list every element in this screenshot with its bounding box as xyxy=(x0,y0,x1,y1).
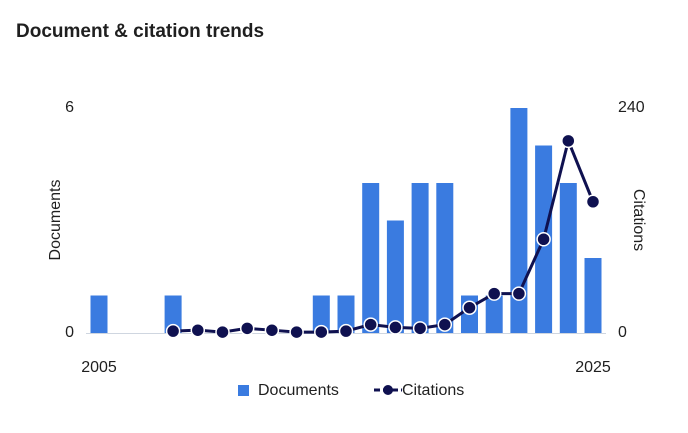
line-point xyxy=(314,324,329,340)
line-point xyxy=(412,321,428,336)
line-point xyxy=(437,317,453,332)
x-tick-label: 2005 xyxy=(81,359,117,376)
bar xyxy=(510,108,528,333)
y2-tick-label: 240 xyxy=(618,99,645,116)
y2-tick-label: 0 xyxy=(618,324,627,341)
legend-swatch-dot xyxy=(383,385,393,395)
line-point xyxy=(363,317,378,332)
legend-swatch xyxy=(238,385,249,396)
line xyxy=(173,135,595,334)
bar xyxy=(485,295,503,333)
x-tick-label: 2025 xyxy=(575,359,611,376)
bar xyxy=(90,295,108,333)
line-point xyxy=(215,324,230,340)
chart-title: Document & citation trends xyxy=(16,21,264,42)
bar xyxy=(164,295,182,333)
bar xyxy=(411,183,429,333)
line-point xyxy=(338,323,354,339)
y2-axis-label: Citations xyxy=(630,189,647,251)
line-point xyxy=(511,286,527,301)
line-point xyxy=(289,324,304,340)
line-point xyxy=(264,322,280,338)
bar xyxy=(584,258,602,333)
line-point xyxy=(486,286,502,301)
legend-label: Documents xyxy=(258,382,339,399)
line-point xyxy=(165,323,181,339)
y-tick-label: 0 xyxy=(65,324,74,341)
line-point xyxy=(536,232,551,247)
line-point xyxy=(239,321,255,336)
legend-label: Citations xyxy=(402,382,464,399)
bar xyxy=(337,295,355,333)
line-point xyxy=(388,320,403,335)
line-point xyxy=(462,300,477,315)
y-axis-label: Documents xyxy=(47,180,64,261)
line-point xyxy=(585,194,601,209)
bar xyxy=(362,183,380,333)
bar xyxy=(386,220,404,333)
y-tick-label: 6 xyxy=(65,99,74,116)
line-point xyxy=(561,133,576,149)
line-point xyxy=(190,322,206,338)
bar xyxy=(312,295,330,333)
bar xyxy=(559,183,577,333)
bar xyxy=(436,183,454,333)
